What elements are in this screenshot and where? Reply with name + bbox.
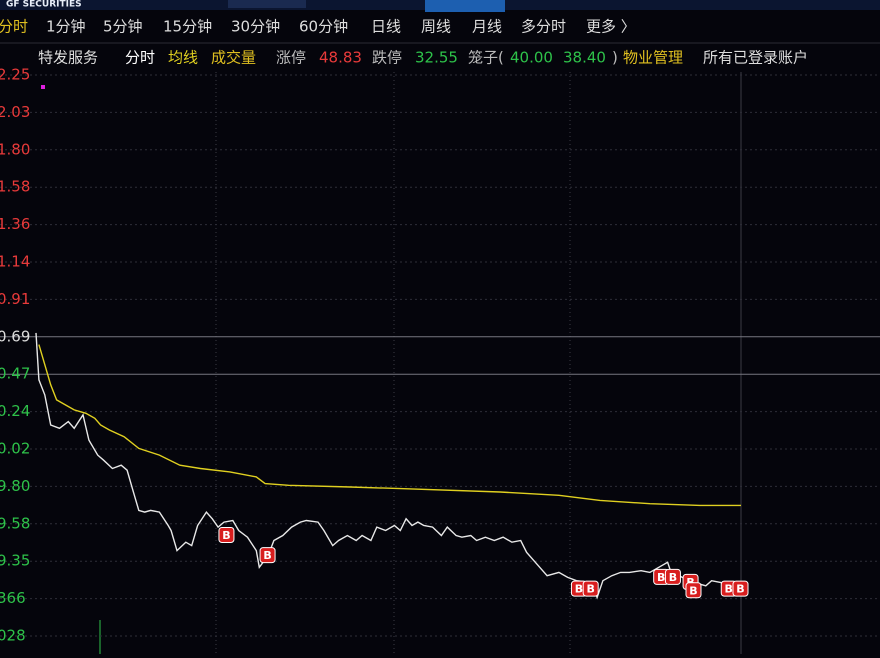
y-axis-label: 2.03 bbox=[0, 103, 30, 121]
y-axis-label: 9.35 bbox=[0, 552, 30, 570]
tab[interactable]: 多分时 bbox=[521, 18, 566, 36]
logo: GF SECURITIES bbox=[6, 0, 82, 10]
y-axis-label: 1.36 bbox=[0, 215, 30, 233]
limit-up: 48.83 bbox=[319, 49, 362, 67]
y-axis-label: 1.80 bbox=[0, 140, 30, 158]
trade-marker bbox=[685, 582, 702, 599]
trade-marker-label: B bbox=[736, 583, 744, 596]
account[interactable]: 所有已登录账户 bbox=[703, 49, 808, 67]
tab[interactable]: 更多 〉 bbox=[586, 18, 636, 36]
top-tab bbox=[228, 0, 306, 8]
cage-label: 笼子( bbox=[468, 49, 504, 67]
y-axis-label: 1.14 bbox=[0, 253, 30, 271]
cage-low: 38.40 bbox=[563, 49, 606, 67]
stock-name: 特发服务 bbox=[38, 49, 98, 67]
y-axis-label: 9.80 bbox=[0, 477, 30, 495]
indicator-dot bbox=[41, 85, 45, 89]
trade-marker-label: B bbox=[657, 571, 665, 584]
trade-marker-label: B bbox=[669, 571, 677, 584]
trade-marker bbox=[732, 580, 749, 597]
price-line bbox=[35, 332, 741, 600]
series-toggle[interactable]: 均线 bbox=[168, 49, 198, 67]
limit-up-label: 涨停 bbox=[276, 49, 306, 67]
tab[interactable]: 1分钟 bbox=[46, 18, 86, 36]
tab[interactable]: 周线 bbox=[421, 18, 451, 36]
tab[interactable]: 日线 bbox=[371, 18, 401, 36]
y-axis-label: 028 bbox=[0, 627, 26, 645]
series-toggle[interactable]: 分时 bbox=[125, 49, 155, 67]
sector[interactable]: 物业管理 bbox=[623, 49, 683, 67]
tab[interactable]: 15分钟 bbox=[163, 18, 212, 36]
trade-marker bbox=[259, 547, 276, 564]
y-axis-label: 1.58 bbox=[0, 178, 30, 196]
y-axis-label: 2.25 bbox=[0, 66, 30, 84]
y-axis-label: 9.58 bbox=[0, 514, 30, 532]
tab[interactable]: 5分钟 bbox=[103, 18, 143, 36]
y-axis-label: 0.69 bbox=[0, 327, 30, 345]
y-axis-label: 0.02 bbox=[0, 440, 30, 458]
tab[interactable]: 60分钟 bbox=[299, 18, 348, 36]
tab[interactable]: 分时 bbox=[0, 18, 28, 36]
y-axis-label: 0.91 bbox=[0, 290, 30, 308]
y-axis-label: 366 bbox=[0, 589, 26, 607]
trade-marker-label: B bbox=[263, 549, 271, 562]
trade-marker-label: B bbox=[586, 583, 594, 596]
y-axis-label: 0.24 bbox=[0, 402, 30, 420]
limit-down-label: 跌停 bbox=[372, 49, 402, 67]
tab[interactable]: 月线 bbox=[472, 18, 502, 36]
top-tab-active bbox=[425, 0, 505, 12]
trade-marker-label: B bbox=[222, 529, 230, 542]
cage-close: ) bbox=[612, 49, 618, 67]
trade-marker-label: B bbox=[689, 584, 697, 597]
trade-marker bbox=[218, 527, 235, 544]
price-line bbox=[38, 344, 741, 507]
y-axis-label: 0.47 bbox=[0, 365, 30, 383]
limit-down: 32.55 bbox=[415, 49, 458, 67]
volume-toggle[interactable]: 成交量 bbox=[211, 49, 256, 67]
trade-marker-label: B bbox=[725, 583, 733, 596]
trade-marker bbox=[664, 568, 681, 585]
tab[interactable]: 30分钟 bbox=[231, 18, 280, 36]
cage-high: 40.00 bbox=[510, 49, 553, 67]
trade-marker-label: B bbox=[575, 583, 583, 596]
trade-marker bbox=[582, 580, 599, 597]
